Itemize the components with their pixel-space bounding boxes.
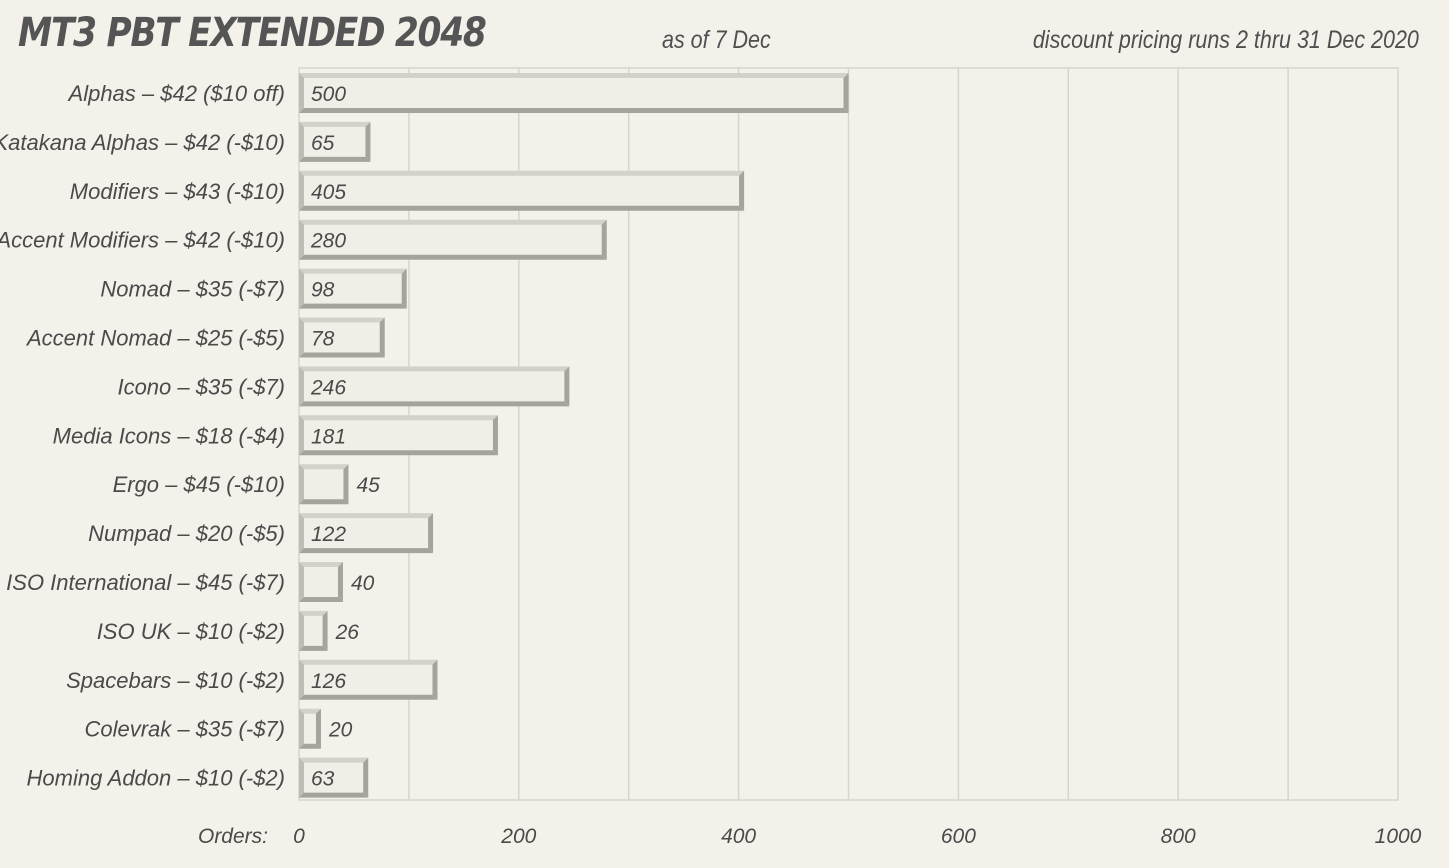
x-axis-label: Orders: — [198, 825, 268, 848]
bar — [299, 317, 385, 358]
category-label: Modifiers – $43 (-$10) — [70, 179, 285, 204]
category-label: Accent Nomad – $25 (-$5) — [25, 326, 285, 351]
bar-value-label: 246 — [310, 376, 346, 399]
category-label: Numpad – $20 (-$5) — [88, 521, 285, 546]
bar — [299, 268, 407, 309]
bar — [299, 562, 343, 602]
bar-value-label: 78 — [311, 328, 335, 351]
x-tick-label: 400 — [721, 825, 756, 848]
category-label: Katakana Alphas – $42 (-$10) — [0, 130, 285, 155]
bar-value-label: 26 — [335, 621, 360, 644]
category-label: Media Icons – $18 (-$4) — [53, 423, 285, 448]
category-label: ISO UK – $10 (-$2) — [97, 619, 285, 644]
bar-value-label: 63 — [311, 768, 335, 791]
chart-title: MT3 PBT EXTENDED 2048 — [18, 10, 487, 56]
bar — [299, 121, 371, 162]
bar — [299, 415, 498, 456]
bar — [299, 170, 745, 211]
bar-value-label: 20 — [328, 719, 353, 742]
bar-value-label: 181 — [311, 425, 346, 448]
bar — [299, 464, 349, 505]
x-tick-label: 800 — [1161, 825, 1196, 848]
bar-value-label: 126 — [311, 670, 346, 693]
x-tick-label: 0 — [293, 825, 305, 848]
bar-value-label: 40 — [351, 572, 375, 595]
category-label: Accent Modifiers – $42 (-$10) — [0, 228, 285, 253]
chart-date-note: as of 7 Dec — [662, 26, 771, 54]
category-label: Spacebars – $10 (-$2) — [66, 668, 285, 693]
chart-pricing-note: discount pricing runs 2 thru 31 Dec 2020 — [1032, 26, 1419, 54]
bar — [299, 73, 849, 113]
x-tick-label: 200 — [500, 825, 536, 848]
bar-value-label: 405 — [311, 181, 346, 204]
bar-value-label: 45 — [356, 474, 380, 497]
category-label: Homing Addon – $10 (-$2) — [27, 766, 285, 791]
bar — [299, 219, 607, 260]
category-label: Colevrak – $35 (-$7) — [84, 717, 285, 742]
category-label: ISO International – $45 (-$7) — [6, 570, 285, 595]
bar-value-label: 98 — [311, 279, 335, 302]
category-label: Nomad – $35 (-$7) — [100, 277, 285, 302]
x-tick-label: 1000 — [1375, 825, 1422, 848]
bar-value-label: 500 — [311, 83, 346, 106]
bar — [299, 708, 321, 749]
category-label: Ergo – $45 (-$10) — [113, 472, 285, 497]
bar — [299, 366, 570, 407]
bar-value-label: 65 — [311, 132, 335, 155]
bar — [299, 610, 328, 651]
category-label: Alphas – $42 ($10 off) — [67, 81, 285, 106]
category-label: Icono – $35 (-$7) — [117, 374, 285, 399]
bar — [299, 513, 434, 554]
bar-value-label: 122 — [311, 523, 346, 546]
bar — [299, 757, 369, 798]
bar — [299, 659, 438, 700]
x-tick-label: 600 — [941, 825, 976, 848]
bar-value-label: 280 — [310, 230, 346, 253]
